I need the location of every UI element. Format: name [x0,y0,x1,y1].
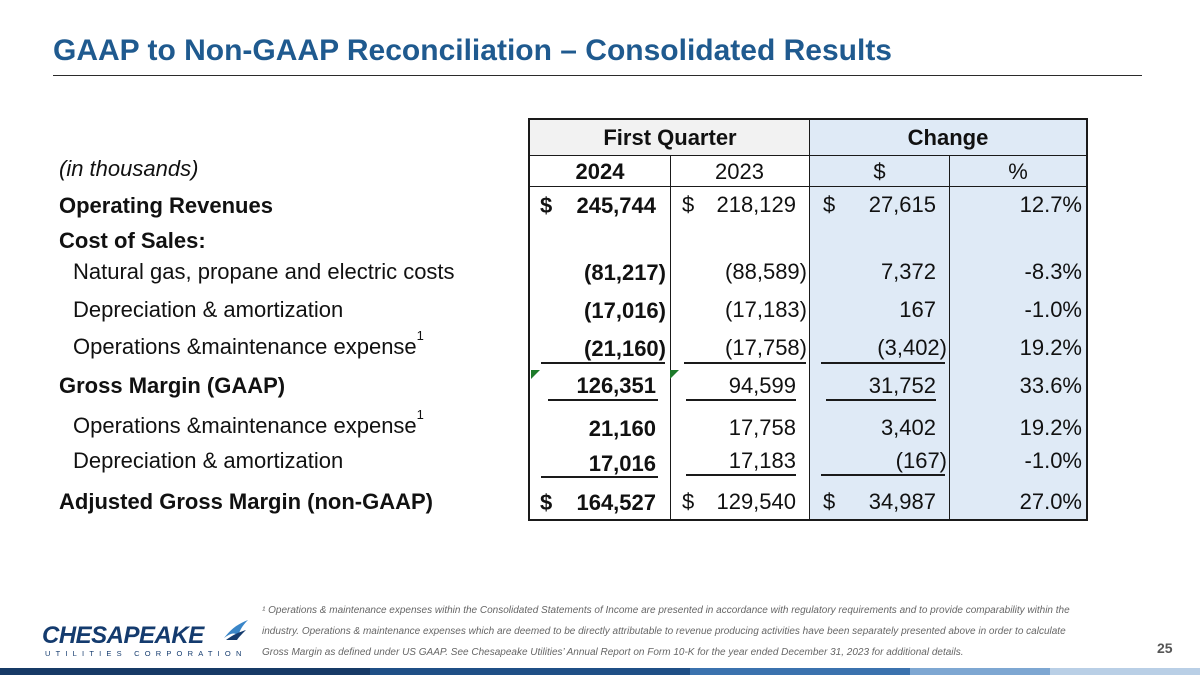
dollar-sign: $ [682,489,695,514]
bird-icon [224,620,248,640]
subheader-percent: % [1008,159,1028,184]
row-label-operating-revenues: Operating Revenues [59,193,273,218]
subtotal-underline [548,399,658,401]
change-dollar: 27,615 [868,192,936,217]
value-2024: 245,744 [576,193,656,218]
header-change: Change [907,125,989,150]
title-divider [53,75,1142,76]
subtotal-underline [821,474,945,476]
value-2023: 17,758 [728,415,796,440]
column-divider [670,156,671,519]
footnote: ¹ Operations & maintenance expenses with… [262,605,1070,658]
row-label-om-expense: Operations &maintenance expense1 [73,328,424,359]
row-label-depreciation: Depreciation & amortization [73,297,344,322]
change-dollar: (3,402) [877,335,947,360]
subtotal-underline [684,362,806,364]
value-2023: (17,758) [725,335,807,360]
logo-tagline: UTILITIES CORPORATION [45,649,247,658]
header-divider [530,155,1086,156]
first-quarter-shade [530,120,810,156]
footer-bar-segment [690,668,910,675]
subtotal-underline [541,476,658,478]
subtotal-underline [826,399,936,401]
row-label-natural-gas-costs: Natural gas, propane and electric costs [73,259,455,284]
change-dollar: 7,372 [880,259,936,284]
page-title: GAAP to Non-GAAP Reconciliation – Consol… [53,34,892,67]
value-2024: 126,351 [576,373,656,398]
header-first-quarter: First Quarter [603,125,737,150]
error-indicator-icon [670,370,679,379]
value-2024: (17,016) [584,298,666,323]
footer-bar-segment [910,668,1050,675]
units-note: (in thousands) [59,156,199,181]
dollar-sign: $ [682,192,695,217]
value-2024: 164,527 [576,490,656,515]
dollar-sign: $ [823,192,836,217]
dollar-sign: $ [823,489,836,514]
change-dollar: 3,402 [880,415,936,440]
footer-bar-segment [0,668,370,675]
subheader-2023: 2023 [715,159,764,184]
value-2024: (81,217) [584,260,666,285]
change-dollar: 167 [899,297,936,322]
row-label-adjusted-gross-margin: Adjusted Gross Margin (non-GAAP) [59,489,433,514]
change-dollar: (167) [895,448,947,473]
row-label-gross-margin: Gross Margin (GAAP) [59,373,286,398]
change-dollar: 34,987 [868,489,936,514]
change-percent: 12.7% [1019,192,1082,217]
row-label-om-expense-addback: Operations &maintenance expense1 [73,407,424,438]
footnote-marker: 1 [416,328,424,343]
value-2024: 17,016 [588,451,656,476]
footnote-marker: 1 [416,407,424,422]
change-percent: 19.2% [1019,335,1082,360]
value-2024: (21,160) [584,336,666,361]
value-2024: 21,160 [588,416,656,441]
value-2023: (88,589) [725,259,807,284]
page-number: 25 [1157,640,1173,656]
subheader-dollar: $ [873,159,886,184]
change-percent: -1.0% [1024,297,1082,322]
value-2023: (17,183) [725,297,807,322]
subtotal-underline [821,362,945,364]
footer-bar-segment [370,668,690,675]
logo-wordmark: CHESAPEAKE [42,622,204,649]
subheader-divider [530,186,1086,187]
subtotal-underline [541,362,665,364]
change-dollar: 31,752 [868,373,936,398]
subtotal-underline [686,399,796,401]
reconciliation-table: First Quarter Change 2024 2023 $ % [528,118,1088,521]
change-percent: -8.3% [1024,259,1082,284]
column-divider [949,156,950,519]
error-indicator-icon [531,370,540,379]
subtotal-underline [686,474,796,476]
dollar-sign: $ [540,490,553,515]
value-2023: 17,183 [728,448,796,473]
dollar-sign: $ [540,193,553,218]
change-percent: 19.2% [1019,415,1082,440]
change-percent: 27.0% [1019,489,1082,514]
value-2023: 94,599 [728,373,796,398]
change-percent: -1.0% [1024,448,1082,473]
row-label-cost-of-sales: Cost of Sales: [59,228,206,253]
company-logo: CHESAPEAKE UTILITIES CORPORATION [42,618,250,662]
row-label-depreciation-addback: Depreciation & amortization [73,448,344,473]
column-divider [809,120,810,519]
change-percent: 33.6% [1019,373,1082,398]
footer-bar-segment [1050,668,1200,675]
value-2023: 218,129 [716,192,796,217]
subheader-2024: 2024 [575,159,625,184]
value-2023: 129,540 [716,489,796,514]
